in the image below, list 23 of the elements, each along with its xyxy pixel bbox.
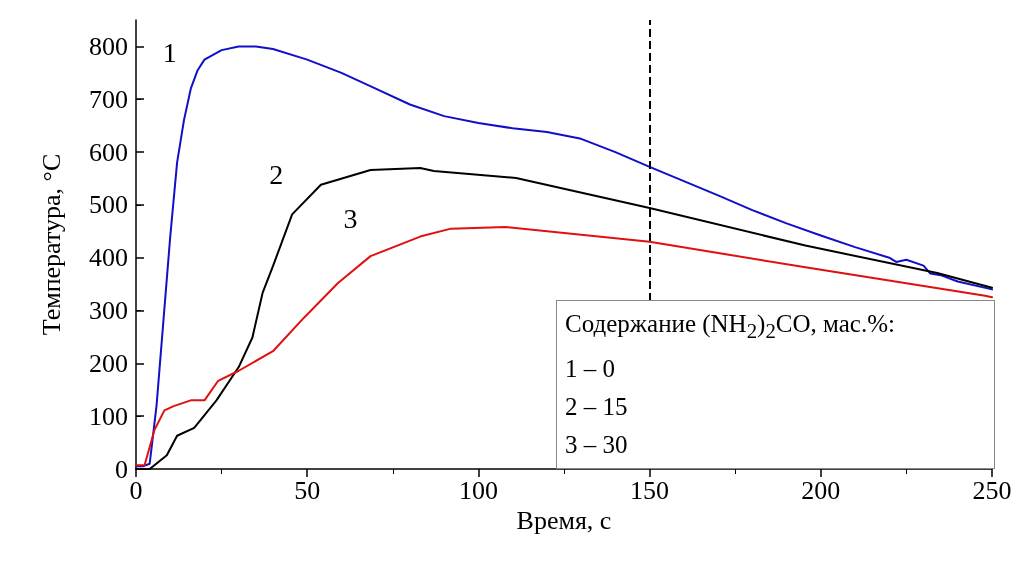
y-tick-label: 800 <box>89 31 128 61</box>
x-tick-label: 50 <box>294 475 321 505</box>
y-tick-label: 0 <box>115 454 128 484</box>
y-tick-label: 200 <box>89 348 128 378</box>
y-tick-label: 500 <box>89 190 128 220</box>
y-tick-label: 100 <box>89 401 128 431</box>
series-label: 3 <box>343 202 358 234</box>
series-label: 1 <box>162 36 177 68</box>
y-tick-label: 300 <box>89 296 128 326</box>
y-axis-title: Температура, °C <box>36 153 66 336</box>
x-tick-label: 150 <box>630 475 670 505</box>
x-tick-label: 100 <box>458 475 498 505</box>
x-tick-label: 250 <box>972 475 1012 505</box>
series-label: 2 <box>269 158 284 190</box>
annotation: Содержание (NH$_{2}$)$_{2}$CO, мас.%: <box>565 309 896 345</box>
x-tick-label: 200 <box>801 475 841 505</box>
annotation: 3 – 30 <box>565 430 629 460</box>
annotation: 2 – 15 <box>565 392 629 422</box>
x-axis-title: Время, с <box>516 506 612 536</box>
y-tick-label: 400 <box>89 243 128 273</box>
y-tick-label: 600 <box>89 137 128 167</box>
y-tick-label: 700 <box>89 84 128 114</box>
annotation: 1 – 0 <box>565 354 616 384</box>
